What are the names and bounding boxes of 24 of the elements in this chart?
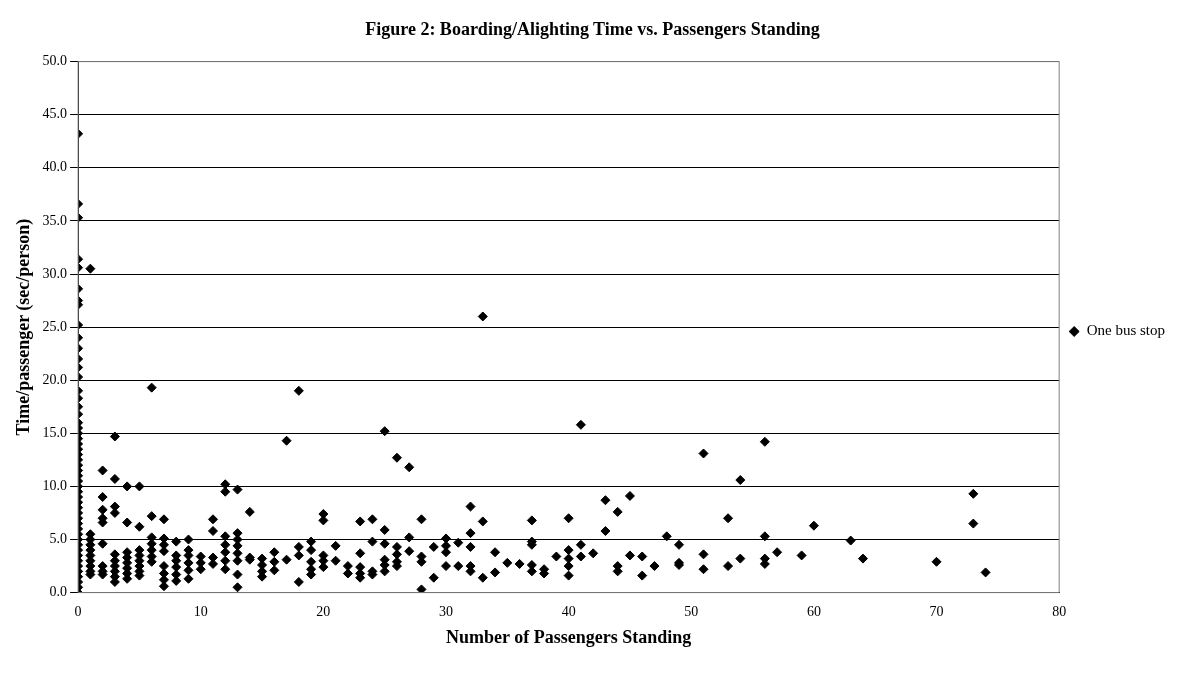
x-tick-label: 60	[806, 603, 821, 619]
y-tick-label: 25.0	[42, 318, 68, 334]
x-tick-label: 10	[193, 603, 208, 619]
y-axis-title: Time/passenger (sec/person)	[13, 218, 35, 436]
x-axis-title: Number of Passengers Standing	[446, 626, 692, 647]
y-tick-label: 10.0	[42, 478, 68, 494]
legend-label: One bus stop	[1086, 322, 1166, 339]
y-tick-label: 15.0	[42, 424, 68, 440]
y-tick-label: 0.0	[49, 584, 68, 600]
y-tick-label: 35.0	[42, 212, 68, 228]
x-tick-label: 50	[684, 603, 699, 619]
x-tick-label: 40	[561, 603, 576, 619]
x-tick-label: 0	[74, 603, 82, 619]
y-tick-label: 30.0	[42, 265, 68, 281]
chart-title: Figure 2: Boarding/Alighting Time vs. Passengers Standing	[365, 19, 820, 40]
y-tick-label: 40.0	[42, 159, 68, 175]
x-tick-label: 30	[439, 603, 453, 619]
y-tick-label: 45.0	[42, 106, 68, 122]
y-tick-label: 50.0	[42, 53, 68, 69]
y-tick-label: 20.0	[42, 371, 68, 387]
x-tick-label: 80	[1052, 603, 1067, 619]
y-tick-label: 5.0	[49, 531, 68, 547]
x-tick-label: 20	[316, 603, 331, 619]
x-tick-label: 70	[929, 603, 944, 619]
